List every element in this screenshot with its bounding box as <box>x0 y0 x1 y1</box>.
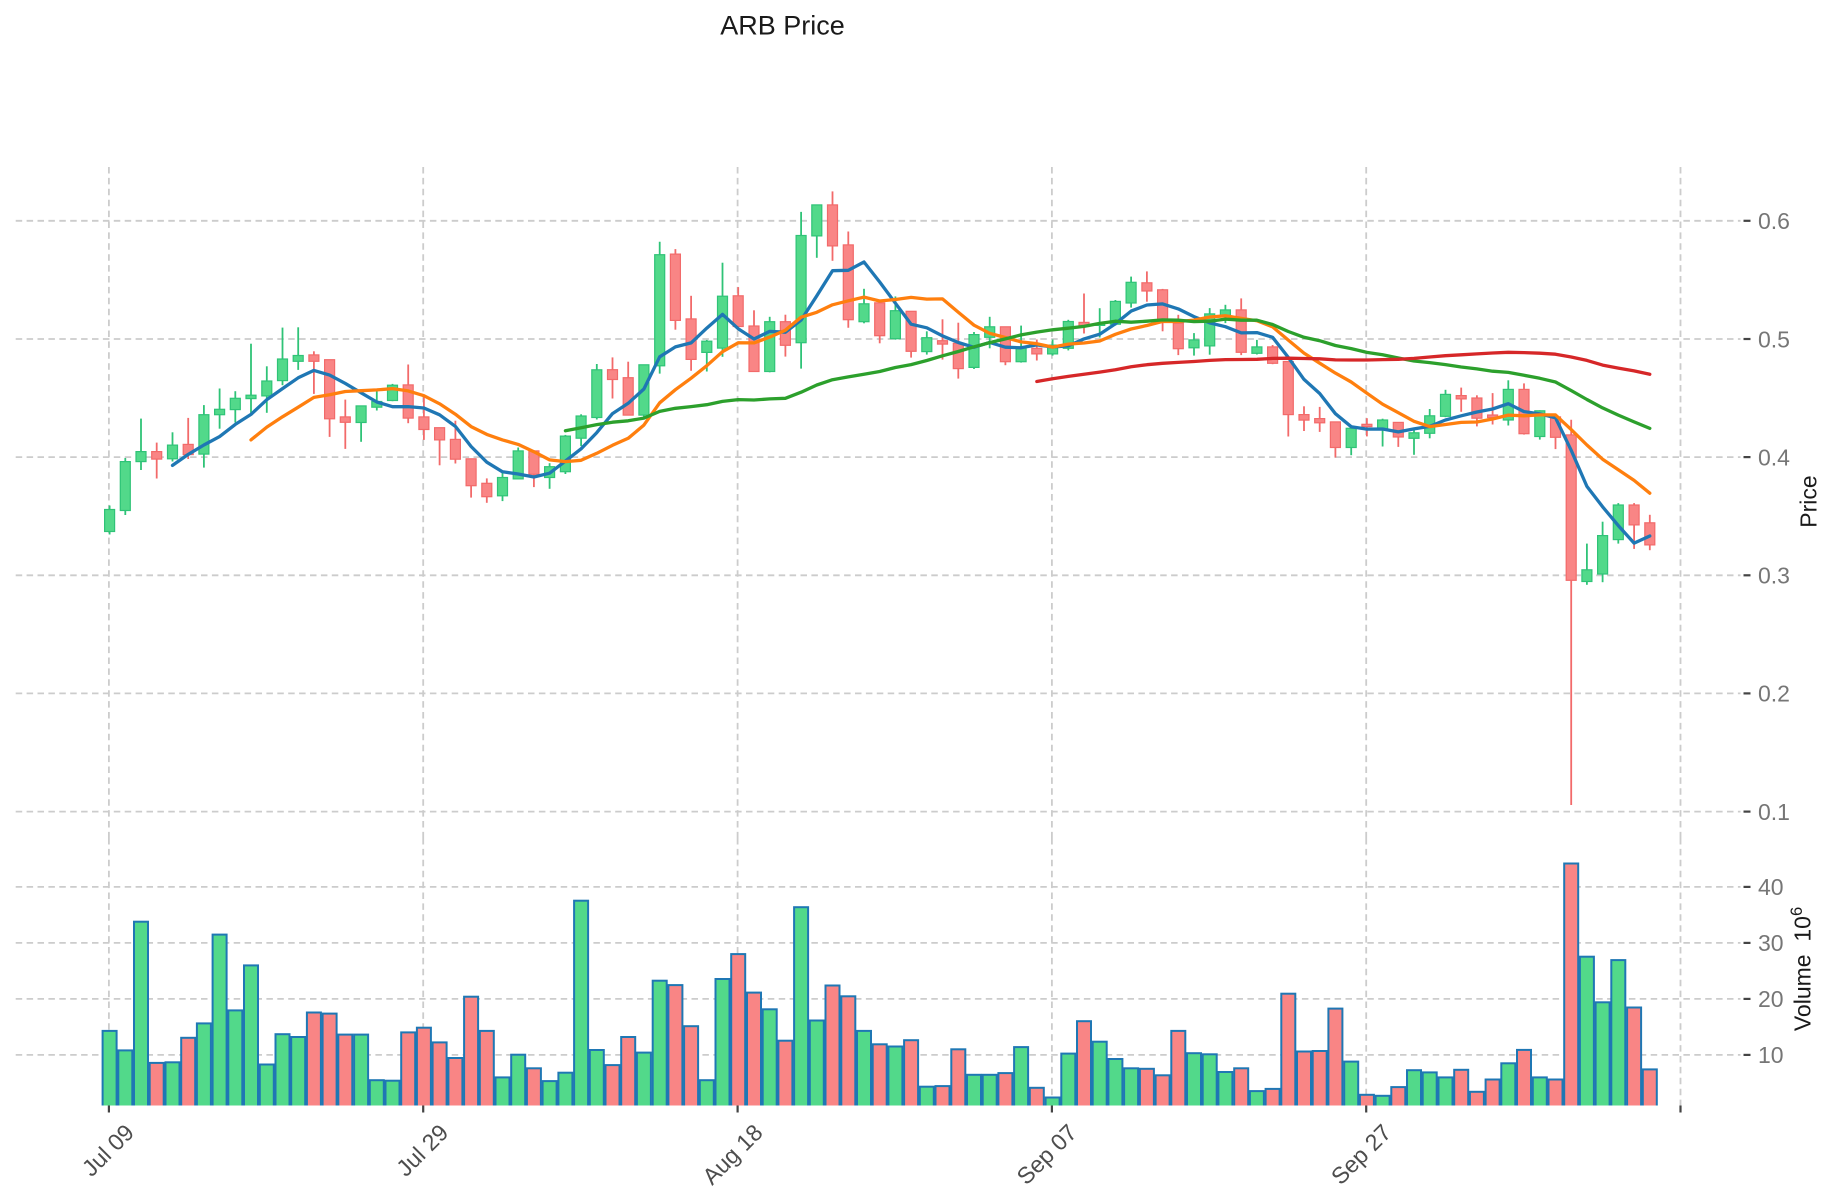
svg-text:0.5: 0.5 <box>1758 326 1790 352</box>
svg-text:10: 10 <box>1758 1042 1784 1068</box>
svg-text:0.4: 0.4 <box>1758 444 1790 470</box>
svg-text:40: 40 <box>1758 874 1784 900</box>
svg-text:0.6: 0.6 <box>1758 208 1790 234</box>
svg-text:20: 20 <box>1758 986 1784 1012</box>
svg-text:0.3: 0.3 <box>1758 563 1790 589</box>
svg-text:0.2: 0.2 <box>1758 681 1790 707</box>
svg-text:Price: Price <box>1796 475 1822 527</box>
svg-text:ARB Price: ARB Price <box>720 11 845 41</box>
svg-text:0.1: 0.1 <box>1758 799 1790 825</box>
svg-text:30: 30 <box>1758 930 1784 956</box>
svg-text:Volume 106: Volume 106 <box>1788 907 1816 1031</box>
